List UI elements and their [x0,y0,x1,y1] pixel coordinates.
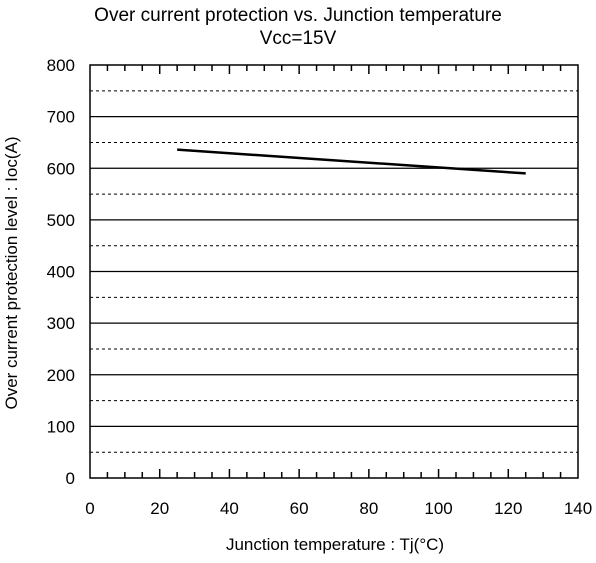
y-tick-label: 400 [47,263,75,282]
plot-frame [89,64,579,479]
series-layer [177,148,526,175]
x-tick-label: 40 [220,499,239,518]
x-tick-label: 60 [290,499,309,518]
y-tick-label: 800 [47,56,75,75]
grid-lines [90,90,578,453]
x-tick-label: 120 [494,499,522,518]
y-tick-label: 100 [47,417,75,436]
chart-title: Over current protection vs. Junction tem… [94,5,502,26]
y-tick-label: 200 [47,366,75,385]
y-tick-label: 700 [47,108,75,127]
y-tick-label: 500 [47,211,75,230]
x-tick-label: 20 [150,499,169,518]
y-tick-label: 300 [47,314,75,333]
tick-marks [106,65,562,478]
chart-subtitle: Vcc=15V [259,28,337,49]
y-tick-label: 0 [66,469,75,488]
x-tick-label: 80 [359,499,378,518]
x-axis-label: Junction temperature : Tj(°C) [225,535,445,554]
y-tick-labels: 0 100 200 300 400 500 600 700 800 [47,56,75,488]
x-tick-label: 0 [85,499,94,518]
x-tick-label: 100 [424,499,452,518]
series-line [177,148,526,175]
x-tick-labels: 0 20 40 60 80 100 120 140 [85,499,592,518]
y-tick-label: 600 [47,159,75,178]
y-axis-label: Over current protection level : Ioc(A) [2,136,21,410]
x-tick-label: 140 [564,499,592,518]
